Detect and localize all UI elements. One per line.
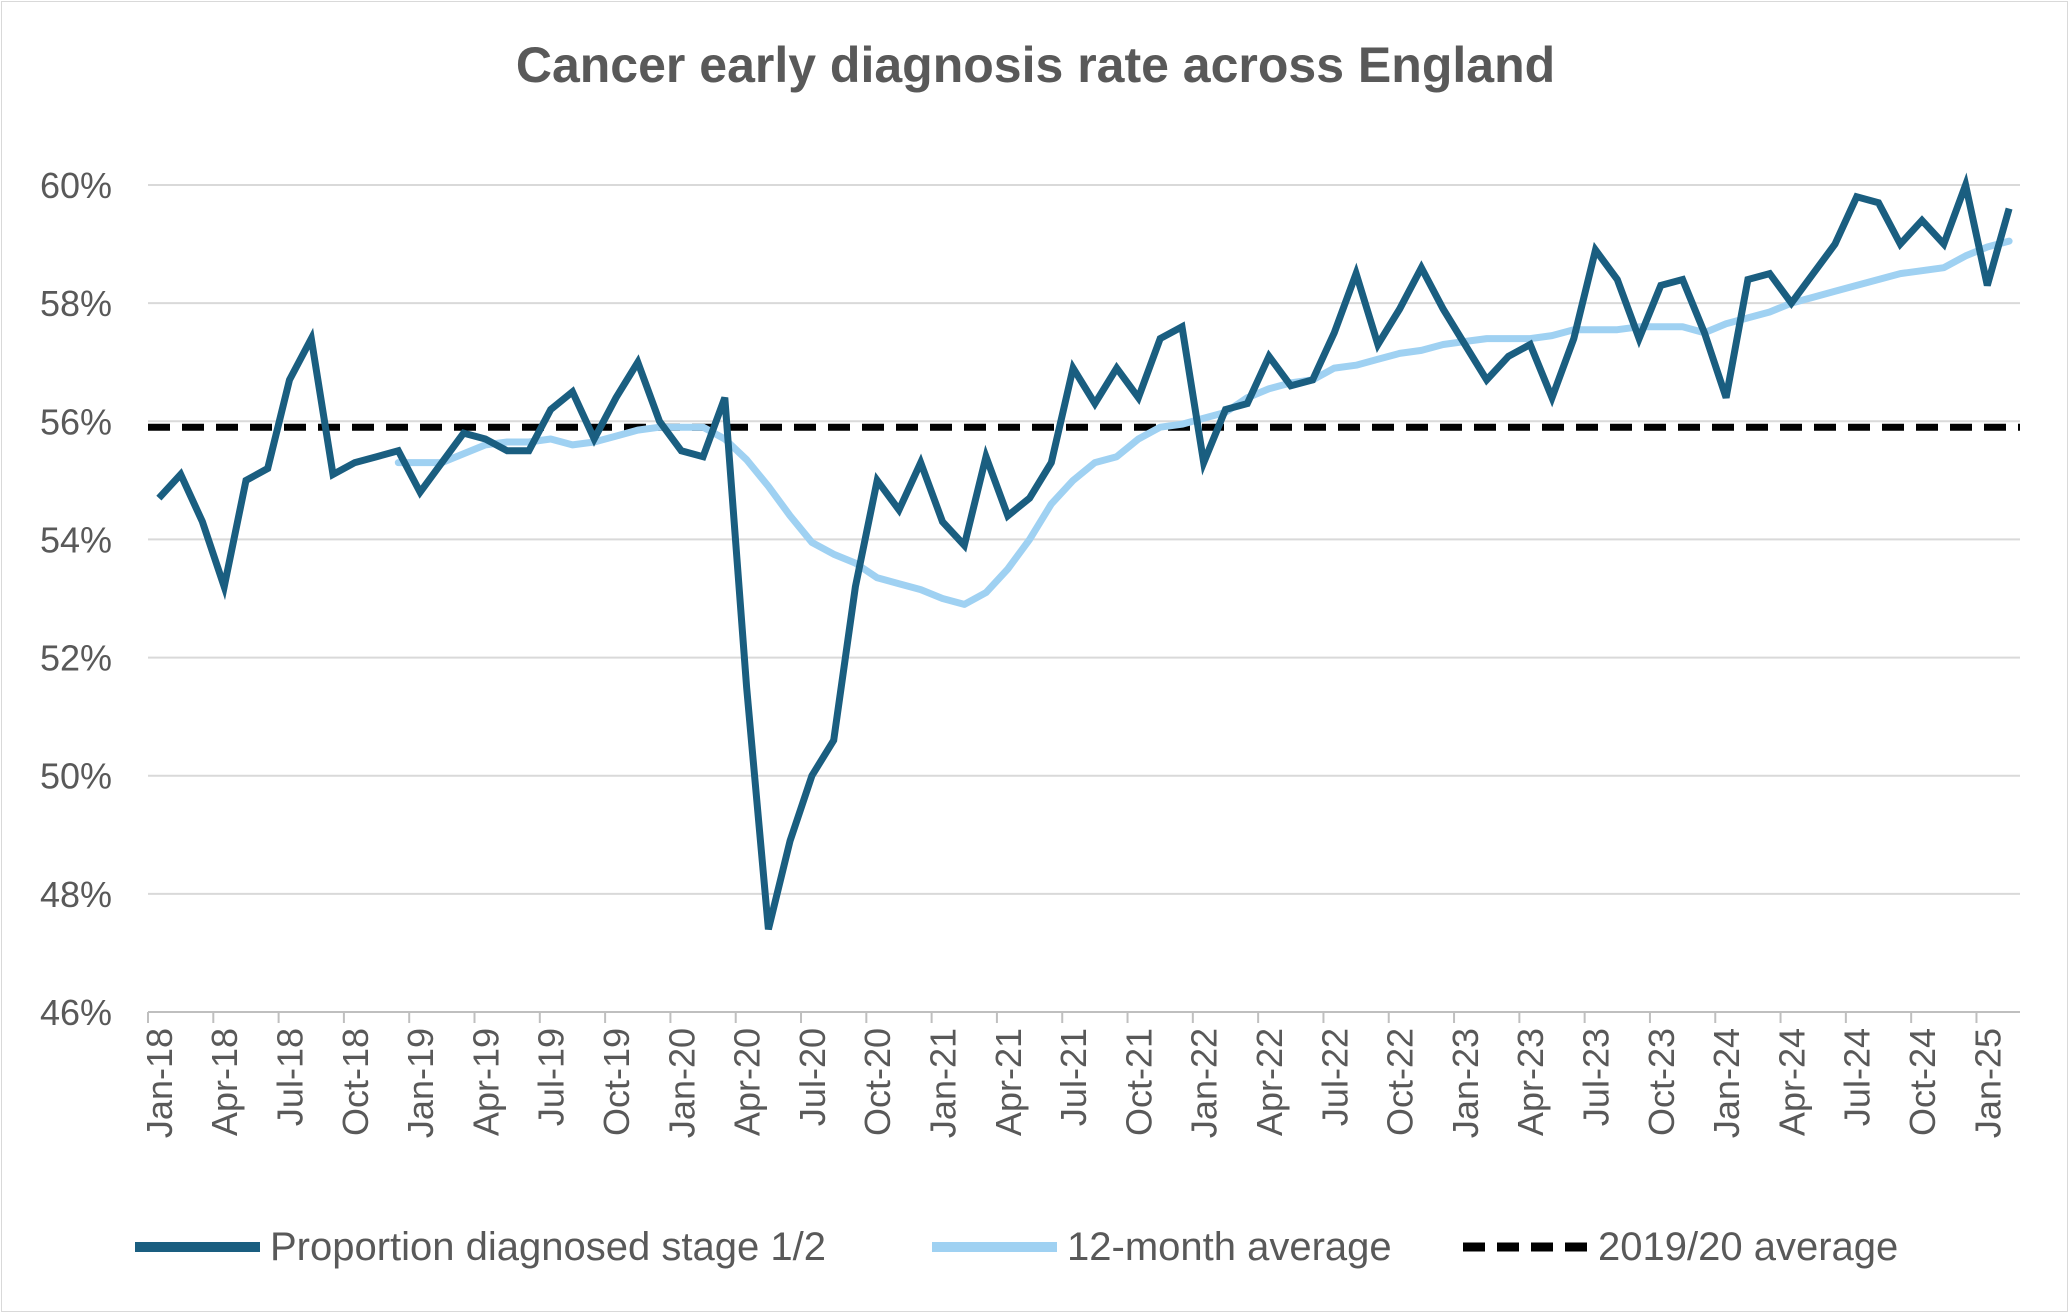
y-tick-label: 54% (40, 519, 112, 560)
x-tick-label: Apr-24 (1771, 1028, 1812, 1136)
y-tick-label: 50% (40, 756, 112, 797)
legend-label-stage: Proportion diagnosed stage 1/2 (270, 1224, 826, 1269)
x-tick-label: Jul-20 (792, 1028, 833, 1126)
x-tick-label: Jul-19 (531, 1028, 572, 1126)
legend-label-12-month: 12-month average (1067, 1224, 1392, 1269)
x-tick-label: Jan-23 (1445, 1028, 1486, 1138)
x-tick-label: Apr-21 (988, 1028, 1029, 1136)
y-tick-label: 58% (40, 283, 112, 324)
legend-swatch-12-month (932, 1242, 1057, 1252)
y-tick-label: 48% (40, 874, 112, 915)
x-axis: Jan-18 Apr-18 Jul-18 Oct-18 Jan-19 Apr-19 Jul-… (139, 1011, 2020, 1138)
x-tick-label: Oct-24 (1902, 1028, 1943, 1136)
legend-swatch-2019-20 (1463, 1242, 1588, 1252)
x-tick-label: Apr-23 (1510, 1028, 1551, 1136)
x-tick-label: Jan-24 (1706, 1028, 1747, 1138)
series-layer (148, 172, 2020, 931)
gridlines (148, 184, 2020, 895)
x-tick-label: Jul-18 (269, 1028, 310, 1126)
x-tick-label: Jan-18 (139, 1028, 180, 1138)
y-tick-label: 56% (40, 401, 112, 442)
x-tick-label: Oct-19 (596, 1028, 637, 1136)
y-tick-label: 46% (40, 992, 112, 1033)
legend: Proportion diagnosed stage 1/2 12-month … (0, 1222, 2071, 1272)
x-tick-label: Jul-21 (1053, 1028, 1094, 1126)
x-tick-label: Apr-18 (204, 1028, 245, 1136)
legend-item-stage: Proportion diagnosed stage 1/2 (135, 1222, 826, 1272)
x-tick-label: Apr-20 (727, 1028, 768, 1136)
y-tick-label: 60% (40, 165, 112, 206)
x-tick-label: Jul-22 (1314, 1028, 1355, 1126)
x-tick-label: Oct-23 (1641, 1028, 1682, 1136)
legend-item-12-month: 12-month average (932, 1222, 1392, 1272)
legend-item-2019-20: 2019/20 average (1463, 1222, 1898, 1272)
x-tick-label: Apr-19 (465, 1028, 506, 1136)
x-tick-label: Jul-24 (1837, 1028, 1878, 1126)
x-tick-label: Oct-21 (1118, 1028, 1159, 1136)
x-tick-label: Jan-20 (661, 1028, 702, 1138)
x-tick-label: Apr-22 (1249, 1028, 1290, 1136)
x-tick-label: Oct-22 (1380, 1028, 1421, 1136)
series-12-month-average-line (394, 237, 2013, 608)
x-tick-label: Jan-19 (400, 1028, 441, 1138)
legend-label-2019-20: 2019/20 average (1598, 1224, 1899, 1269)
chart-title: Cancer early diagnosis rate across Engla… (515, 37, 1556, 93)
x-tick-label: Oct-20 (857, 1028, 898, 1136)
x-tick-label: Jan-21 (923, 1028, 964, 1138)
series-stage-1-2-line (156, 172, 2013, 931)
x-tick-label: Jan-25 (1967, 1028, 2008, 1138)
x-tick-label: Jul-23 (1576, 1028, 1617, 1126)
y-axis-ticks: 46% 48% 50% 52% 54% 56% 58% 60% (40, 165, 112, 1033)
x-tick-label: Oct-18 (335, 1028, 376, 1136)
legend-swatch-stage (135, 1242, 260, 1252)
x-tick-label: Jan-22 (1184, 1028, 1225, 1138)
y-tick-label: 52% (40, 638, 112, 679)
